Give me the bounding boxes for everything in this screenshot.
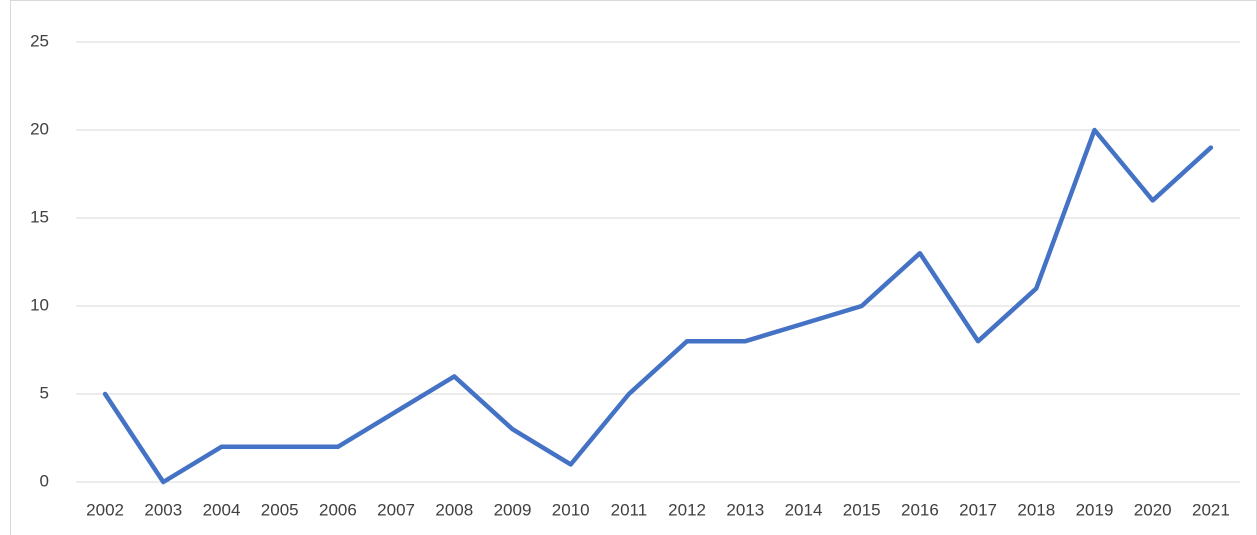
x-tick-label: 2009: [494, 500, 532, 519]
chart-frame: [10, 0, 1257, 535]
x-tick-label: 2010: [552, 500, 590, 519]
y-tick-label: 0: [40, 471, 49, 490]
x-tick-label: 2017: [959, 500, 997, 519]
x-tick-label: 2013: [726, 500, 764, 519]
x-tick-label: 2014: [785, 500, 823, 519]
x-tick-label: 2018: [1017, 500, 1055, 519]
x-tick-label: 2015: [843, 500, 881, 519]
x-tick-label: 2012: [668, 500, 706, 519]
x-tick-label: 2021: [1192, 500, 1230, 519]
y-tick-label: 20: [30, 119, 49, 138]
y-tick-label: 10: [30, 295, 49, 314]
x-tick-label: 2011: [611, 500, 648, 519]
x-tick-label: 2002: [86, 500, 124, 519]
data-line: [102, 127, 1214, 485]
x-tick-label: 2016: [901, 500, 939, 519]
x-tick-label: 2007: [377, 500, 415, 519]
y-tick-label: 15: [30, 207, 49, 226]
y-tick-label: 25: [30, 31, 49, 50]
x-tick-label: 2008: [435, 500, 473, 519]
x-tick-label: 2003: [144, 500, 182, 519]
x-tick-label: 2004: [203, 500, 241, 519]
y-tick-label: 5: [40, 383, 49, 402]
x-tick-label: 2006: [319, 500, 357, 519]
x-tick-label: 2020: [1134, 500, 1172, 519]
x-tick-label: 2005: [261, 500, 299, 519]
x-tick-label: 2019: [1076, 500, 1114, 519]
